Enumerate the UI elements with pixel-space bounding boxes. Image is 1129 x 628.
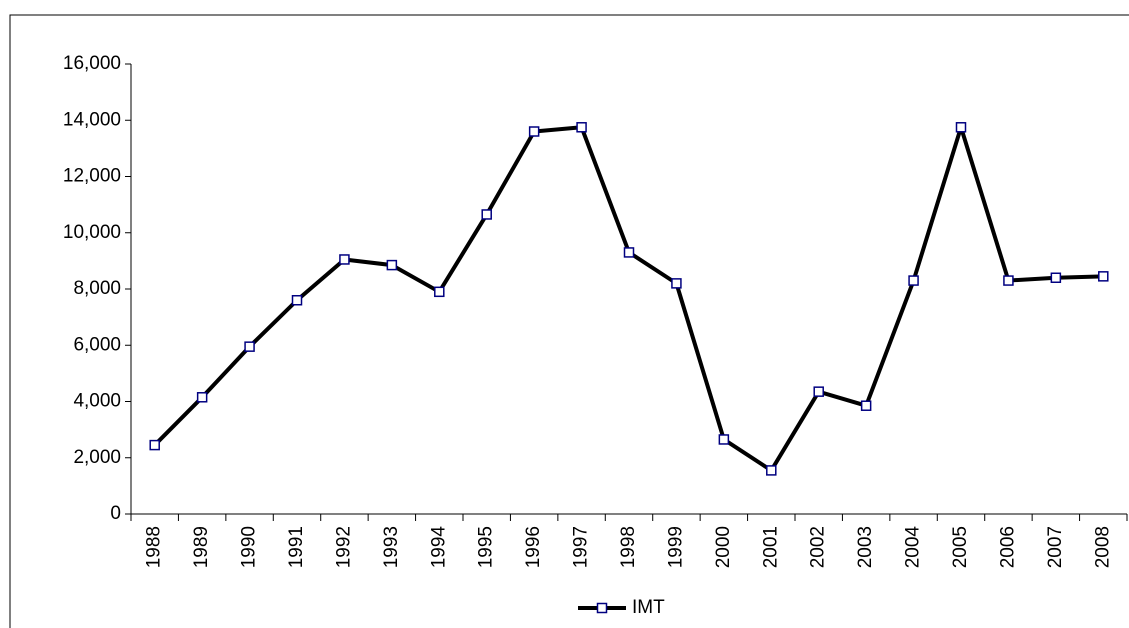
marker	[671, 278, 682, 289]
marker	[813, 386, 824, 397]
x-tick-label: 1990	[239, 526, 260, 568]
x-tick-label: 2002	[808, 526, 829, 568]
legend-label: IMT	[632, 597, 665, 618]
marker	[718, 434, 730, 445]
marker	[339, 254, 350, 265]
x-tick-label: 1989	[191, 526, 212, 568]
y-tick-label: 10,000	[63, 222, 121, 243]
x-tick-label: 1995	[476, 526, 497, 568]
x-tick-label: 1999	[665, 526, 686, 568]
marker	[481, 209, 492, 220]
x-tick-label: 1997	[571, 526, 592, 568]
marker	[244, 341, 255, 352]
x-tick-label: 2001	[760, 526, 781, 568]
marker	[1098, 271, 1109, 282]
marker	[860, 400, 872, 411]
y-tick-label: 0	[110, 503, 121, 524]
marker	[528, 126, 540, 137]
chart-frame	[9, 14, 1129, 628]
x-tick-label: 2005	[950, 526, 971, 568]
y-tick-label: 2,000	[73, 447, 121, 468]
marker	[955, 122, 967, 133]
marker	[434, 286, 445, 298]
x-tick-label: 1991	[286, 526, 307, 568]
x-tick-label: 2003	[855, 526, 876, 568]
marker	[1003, 275, 1014, 286]
y-tick-label: 4,000	[73, 391, 121, 412]
x-tick-label: 2006	[997, 526, 1018, 568]
marker	[623, 247, 635, 258]
x-tick-label: 2004	[903, 526, 924, 569]
marker	[291, 295, 303, 306]
y-tick-label: 6,000	[73, 334, 121, 355]
marker	[576, 122, 587, 133]
marker	[386, 259, 398, 271]
marker	[1050, 272, 1062, 283]
marker	[149, 439, 160, 451]
x-tick-label: 1994	[428, 526, 449, 569]
marker	[908, 275, 919, 286]
x-tick-label: 2008	[1092, 526, 1113, 568]
x-tick-label: 1992	[333, 526, 354, 568]
y-tick-label: 8,000	[73, 278, 121, 299]
x-tick-label: 2000	[713, 526, 734, 568]
x-tick-label: 1993	[381, 526, 402, 568]
y-tick-label: 16,000	[63, 53, 121, 74]
marker	[766, 465, 777, 476]
y-tick-label: 12,000	[63, 166, 121, 187]
x-tick-label: 2007	[1045, 526, 1066, 568]
x-tick-label: 1996	[523, 526, 544, 568]
x-tick-label: 1998	[618, 526, 639, 568]
y-tick-label: 14,000	[63, 109, 121, 130]
legend-marker	[596, 602, 608, 614]
marker	[196, 392, 208, 403]
x-tick-label: 1988	[144, 526, 165, 568]
